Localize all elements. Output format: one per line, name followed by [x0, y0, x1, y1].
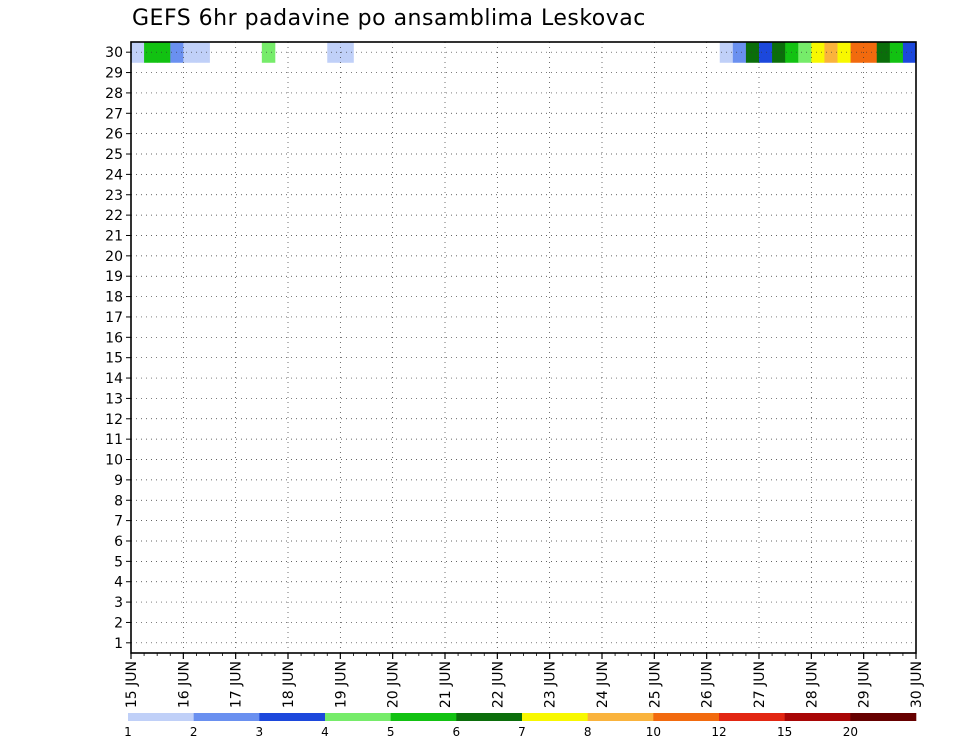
y-tick-label: 8 — [114, 493, 123, 509]
x-tick-label: 26 JUN — [700, 661, 716, 708]
colorbar-label: 8 — [584, 725, 592, 739]
colorbar-label: 12 — [711, 725, 726, 739]
y-axis: 1234567891011121314151617181920212223242… — [105, 45, 131, 652]
heatmap-cell — [759, 42, 773, 63]
y-tick-label: 4 — [114, 575, 123, 591]
colorbar-swatch — [653, 713, 720, 721]
x-tick-label: 24 JUN — [595, 661, 611, 708]
heatmap-cell — [261, 42, 276, 63]
y-tick-label: 5 — [114, 554, 123, 570]
heatmap-cell — [340, 42, 354, 63]
heatmap-cell — [863, 42, 878, 63]
x-tick-label: 28 JUN — [804, 661, 820, 708]
x-tick-label: 29 JUN — [857, 661, 873, 708]
x-tick-label: 19 JUN — [333, 661, 349, 708]
heatmap-cell — [144, 42, 158, 63]
colorbar-swatch — [850, 713, 917, 721]
colorbar-label: 4 — [321, 725, 329, 739]
colorbar-swatch — [522, 713, 588, 721]
colorbar-swatch — [784, 713, 851, 721]
colorbar-swatch — [456, 713, 523, 721]
heatmap-cells — [131, 42, 917, 63]
heatmap-cell — [157, 42, 171, 63]
y-tick-label: 14 — [105, 371, 123, 387]
x-tick-label: 30 JUN — [909, 661, 925, 708]
heatmap-cell — [772, 42, 786, 63]
heatmap-cell — [745, 42, 760, 63]
plot-frame — [130, 41, 917, 654]
y-tick-label: 27 — [105, 106, 123, 122]
colorbar-swatch — [719, 713, 785, 721]
y-tick-label: 9 — [114, 473, 123, 489]
colorbar-label: 5 — [387, 725, 395, 739]
heatmap-cell — [902, 42, 917, 63]
x-tick-label: 18 JUN — [281, 661, 297, 708]
heatmap-cell — [183, 42, 197, 63]
x-tick-label: 22 JUN — [490, 661, 506, 708]
y-tick-label: 22 — [105, 208, 123, 224]
y-tick-label: 23 — [105, 188, 123, 204]
x-tick-label: 23 JUN — [543, 661, 559, 708]
colorbar-swatch — [587, 713, 654, 721]
chart-title: GEFS 6hr padavine po ansamblima Leskovac — [132, 6, 646, 31]
heatmap-cell — [811, 42, 825, 63]
colorbar-swatch — [128, 713, 194, 721]
colorbar-swatch — [325, 713, 391, 721]
colorbar-label: 1 — [124, 725, 132, 739]
y-tick-label: 20 — [105, 249, 123, 265]
heatmap-cell — [876, 42, 891, 63]
heatmap-cell — [131, 42, 145, 63]
x-axis: 15 JUN 16 JUN 17 JUN 18 JUN 19 JUN 20 JUN 21 J… — [124, 653, 925, 708]
y-tick-label: 7 — [114, 514, 123, 530]
colorbar-swatch — [193, 713, 260, 721]
y-tick-label: 30 — [105, 45, 123, 61]
y-tick-label: 28 — [105, 86, 123, 102]
y-tick-label: 24 — [105, 167, 123, 183]
y-tick-label: 1 — [114, 636, 123, 652]
colorbar-label: 20 — [843, 725, 858, 739]
y-tick-label: 25 — [105, 147, 123, 163]
heatmap-cell — [327, 42, 341, 63]
x-tick-label: 17 JUN — [229, 661, 245, 708]
colorbar-swatch — [259, 713, 326, 721]
heatmap-cell — [732, 42, 747, 63]
y-tick-label: 10 — [105, 453, 123, 469]
y-tick-label: 6 — [114, 534, 123, 550]
colorbar: 1 2 3 4 5 6 7 8 10 12 15 20 — [124, 713, 917, 739]
colorbar-label: 7 — [518, 725, 526, 739]
colorbar-label: 3 — [256, 725, 264, 739]
colorbar-label: 2 — [190, 725, 198, 739]
x-tick-label: 27 JUN — [752, 661, 768, 708]
x-tick-label: 25 JUN — [647, 661, 663, 708]
y-tick-label: 29 — [105, 66, 123, 82]
colorbar-swatch — [390, 713, 457, 721]
x-tick-label: 15 JUN — [124, 661, 140, 708]
y-tick-label: 26 — [105, 127, 123, 143]
heatmap-cell — [196, 42, 210, 63]
x-tick-label: 21 JUN — [438, 661, 454, 708]
y-tick-label: 19 — [105, 269, 123, 285]
y-tick-label: 11 — [105, 432, 123, 448]
y-tick-label: 21 — [105, 228, 123, 244]
x-tick-label: 20 JUN — [386, 661, 402, 708]
heatmap-cell — [837, 42, 851, 63]
y-tick-label: 3 — [114, 595, 123, 611]
y-tick-label: 17 — [105, 310, 123, 326]
y-tick-label: 13 — [105, 391, 123, 407]
colorbar-label: 15 — [777, 725, 792, 739]
colorbar-label: 6 — [453, 725, 461, 739]
y-tick-label: 2 — [114, 615, 123, 631]
heatmap-cell — [850, 42, 865, 63]
grid-lines — [131, 42, 917, 653]
heatmap-cell — [798, 42, 812, 63]
y-tick-label: 15 — [105, 351, 123, 367]
y-tick-label: 12 — [105, 412, 123, 428]
x-tick-label: 16 JUN — [176, 661, 192, 708]
y-tick-label: 18 — [105, 290, 123, 306]
colorbar-label: 10 — [646, 725, 661, 739]
y-tick-label: 16 — [105, 330, 123, 346]
